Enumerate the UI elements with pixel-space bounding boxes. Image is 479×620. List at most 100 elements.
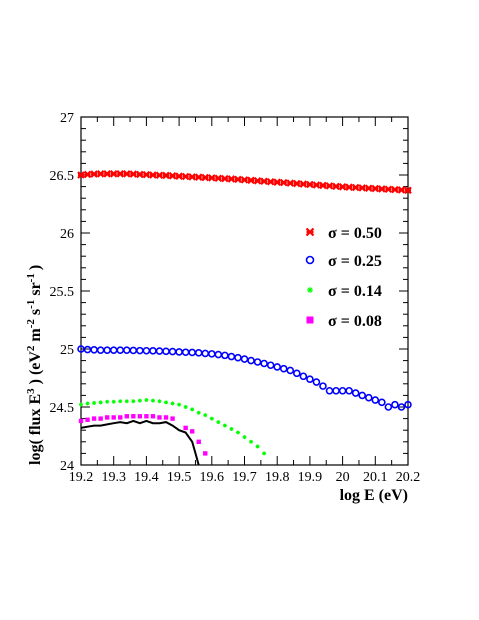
- data-point: [247, 176, 255, 185]
- data-point: [104, 415, 110, 420]
- data-point: [129, 346, 138, 355]
- x-tick-label: 19.3: [101, 470, 126, 485]
- data-point: [131, 399, 136, 404]
- y-axis-title: log( flux E3) (eV2m-2s-1sr-1): [25, 265, 44, 465]
- data-point: [249, 439, 254, 444]
- data-point: [351, 389, 360, 397]
- data-point: [177, 402, 182, 407]
- data-point: [122, 346, 131, 354]
- data-point: [163, 415, 169, 420]
- data-point: [183, 405, 188, 409]
- data-point: [240, 355, 249, 363]
- x-tick-label: 20.1: [363, 470, 388, 485]
- data-point: [77, 171, 85, 179]
- legend-label: σ = 0.08: [328, 313, 382, 330]
- data-point: [332, 386, 340, 395]
- x-tick-label: 19.4: [134, 470, 159, 485]
- legend-label: σ = 0.50: [328, 225, 382, 242]
- data-point: [118, 399, 123, 404]
- data-point: [124, 399, 129, 404]
- data-point: [216, 420, 221, 425]
- data-point: [299, 372, 308, 381]
- data-point: [286, 366, 295, 375]
- legend-label: σ = 0.14: [328, 283, 382, 300]
- x-tick-label: 20: [336, 470, 350, 485]
- data-point: [208, 350, 216, 358]
- data-point: [170, 401, 175, 406]
- data-point: [150, 398, 155, 403]
- data-point: [83, 170, 92, 179]
- y-tick-label: 25: [60, 343, 74, 358]
- y-axis-title-mid2: m: [27, 328, 44, 342]
- data-point: [299, 180, 308, 188]
- data-point: [194, 173, 203, 181]
- legend-marker: [306, 316, 314, 324]
- y-axis-title-mid4: sr: [27, 282, 44, 295]
- data-point: [157, 415, 162, 420]
- data-point: [378, 398, 386, 407]
- data-point: [111, 399, 116, 404]
- data-point: [183, 425, 188, 431]
- data-point: [162, 347, 170, 356]
- data-point: [397, 403, 406, 411]
- data-point: [155, 347, 164, 355]
- data-point: [235, 430, 240, 435]
- y-axis-title-mid3: s: [27, 309, 44, 315]
- x-tick-label: 20.2: [396, 470, 421, 485]
- data-point: [371, 184, 380, 193]
- legend-marker: [307, 287, 313, 293]
- data-point: [155, 171, 164, 180]
- data-point: [203, 451, 208, 456]
- data-point: [116, 170, 125, 178]
- legend-marker: [305, 227, 315, 237]
- data-point: [181, 172, 190, 181]
- data-point: [188, 348, 196, 357]
- data-point: [209, 416, 214, 421]
- y-tick-label: 26: [60, 227, 74, 242]
- data-point: [181, 348, 190, 357]
- data-point: [378, 185, 386, 193]
- data-point: [85, 401, 90, 406]
- x-tick-label: 19.5: [167, 470, 192, 485]
- y-axis-title-exp3: -2: [25, 319, 37, 329]
- y-tick-labels: 24 24.5 25 25.5 26 26.5 27: [50, 111, 75, 474]
- data-point: [260, 177, 268, 186]
- series-square: [78, 414, 208, 456]
- y-axis-title-mid1: ) (eV: [27, 351, 44, 385]
- data-point: [131, 414, 136, 419]
- data-point: [221, 351, 229, 360]
- data-point: [234, 353, 242, 362]
- x-axis-title: log E (eV): [340, 487, 408, 504]
- data-point: [345, 183, 353, 191]
- data-point: [286, 179, 295, 187]
- data-point: [325, 182, 334, 190]
- data-point: [266, 361, 275, 370]
- data-point: [103, 346, 111, 354]
- data-point: [96, 346, 105, 354]
- data-point: [358, 391, 367, 400]
- data-point: [98, 416, 103, 421]
- data-point: [345, 386, 353, 395]
- data-point: [293, 179, 301, 188]
- data-point: [162, 171, 170, 180]
- data-point: [103, 170, 111, 178]
- data-point: [208, 174, 216, 182]
- data-point: [124, 414, 129, 419]
- data-point: [136, 346, 144, 355]
- x-tick-label: 19.9: [298, 470, 323, 485]
- data-point: [384, 185, 393, 194]
- data-point: [79, 402, 83, 407]
- y-tick-label: 25.5: [50, 285, 75, 300]
- data-point: [168, 172, 177, 180]
- data-point: [98, 400, 103, 405]
- y-tick-label: 26.5: [50, 169, 75, 184]
- data-point: [255, 444, 260, 449]
- series-line: [80, 419, 200, 466]
- data-point: [142, 346, 151, 355]
- data-point: [157, 399, 162, 404]
- data-point: [229, 427, 234, 432]
- x-tick-label: 19.7: [232, 470, 257, 485]
- y-tick-label: 24: [60, 459, 74, 474]
- data-point: [242, 435, 247, 440]
- data-point: [273, 363, 282, 371]
